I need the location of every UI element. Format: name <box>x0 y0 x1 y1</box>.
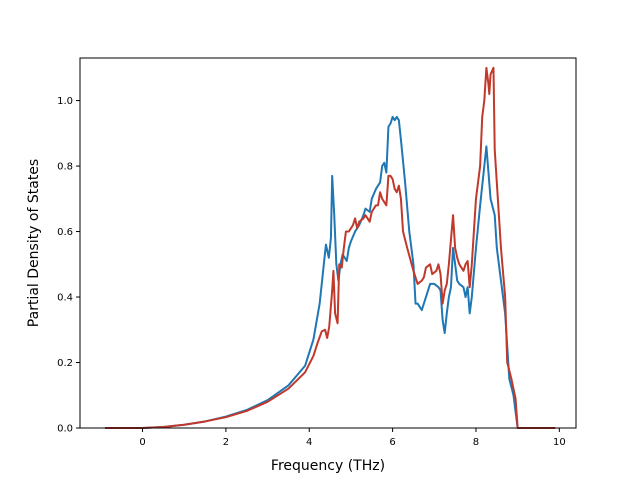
y-tick-label: 0.0 <box>57 424 73 435</box>
tick-marks: 0 2 4 6 8 10 0.0 0.2 0.4 0.6 0.8 1.0 <box>57 96 566 448</box>
series-line-2 <box>105 66 556 429</box>
series-line-1 <box>105 115 556 429</box>
y-axis-label: Partial Density of States <box>26 159 42 327</box>
x-tick-label: 0 <box>139 437 145 448</box>
x-tick-label: 6 <box>389 437 395 448</box>
x-tick-label: 10 <box>553 437 566 448</box>
x-tick-label: 4 <box>306 437 312 448</box>
y-tick-label: 0.6 <box>57 227 73 238</box>
x-axis-label: Frequency (THz) <box>271 458 385 474</box>
y-tick-label: 0.8 <box>57 162 73 173</box>
y-tick-label: 0.4 <box>57 293 73 304</box>
y-tick-label: 1.0 <box>57 96 73 107</box>
y-tick-label: 0.2 <box>57 358 73 369</box>
plot-frame <box>79 57 577 429</box>
plot-area <box>105 66 556 429</box>
x-tick-label: 8 <box>473 437 479 448</box>
x-tick-label: 2 <box>223 437 229 448</box>
